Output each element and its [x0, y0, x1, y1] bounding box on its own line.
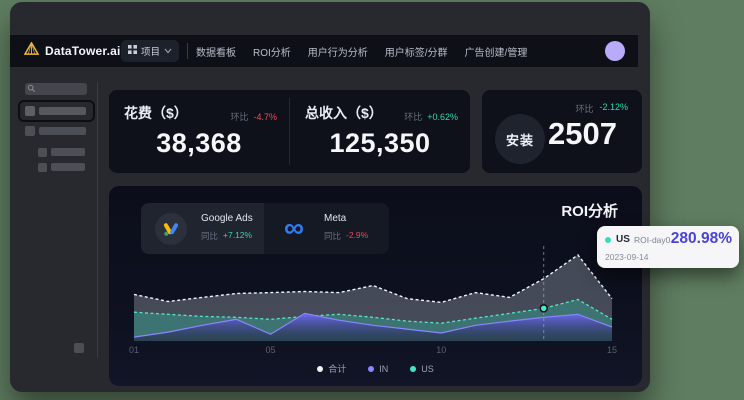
traffic-light-minimize-button[interactable]	[50, 14, 62, 26]
platform-compare-label: 同比	[324, 231, 342, 241]
sidebar-subitem-label-bar[interactable]	[51, 148, 85, 156]
chevron-down-icon	[164, 46, 172, 57]
x-tick-label: 05	[265, 345, 276, 355]
x-tick-label: 10	[436, 345, 447, 355]
sidebar-item-label-bar	[39, 107, 86, 115]
app-name: DataTower.ai	[45, 44, 121, 58]
chart-title: ROI分析	[561, 203, 618, 220]
spend-label: 花费（$）	[124, 105, 188, 121]
nav-item-roi-analysis[interactable]: ROI分析	[253, 47, 291, 59]
platform-compare-label: 同比	[201, 231, 219, 241]
x-axis-labels: 01 05 10 15	[109, 345, 642, 359]
search-icon	[27, 80, 36, 98]
chart-legend: 合计 IN US	[109, 362, 642, 375]
series-line-IN	[133, 312, 613, 338]
platform-name: Google Ads	[201, 213, 253, 224]
sidebar-subitem-label-bar[interactable]	[51, 163, 85, 171]
legend-label: IN	[379, 363, 389, 374]
install-value: 2507	[548, 116, 617, 151]
platform-card-google[interactable]: Google Ads 同比 +7.12%	[141, 203, 264, 254]
roi-chart-card: Google Ads 同比 +7.12% ∞ Meta 同比 -2.9% ROI…	[109, 186, 642, 386]
sidebar-item-label-bar[interactable]	[39, 127, 86, 135]
sidebar-item-icon[interactable]	[25, 126, 35, 136]
nav-item-dashboard[interactable]: 数据看板	[196, 47, 236, 59]
platform-compare-value: +7.12%	[223, 230, 253, 240]
app-logo[interactable]: DataTower.ai	[23, 35, 121, 67]
spend-compare-label: 环比	[230, 112, 249, 122]
tooltip-value: 280.98%	[670, 230, 732, 247]
install-card: 环比 -2.12% 安装 2507	[482, 90, 642, 173]
tooltip-date: 2023-09-14	[605, 252, 649, 262]
legend-dot	[317, 365, 324, 372]
sidebar-item-selected[interactable]	[20, 102, 93, 120]
legend-dot	[410, 365, 417, 372]
roi-chart-svg[interactable]	[109, 186, 642, 386]
revenue-compare-value: +0.62%	[427, 112, 458, 122]
sidebar-search-input[interactable]	[25, 83, 87, 95]
sidebar-collapse-button[interactable]	[74, 343, 84, 353]
legend-dot	[368, 365, 375, 372]
revenue-value: 125,350	[329, 128, 431, 158]
spend-section: 花费（$） 环比 -4.7% 38,368	[109, 90, 289, 173]
x-tick-label: 15	[606, 345, 618, 355]
series-area-IN	[134, 313, 612, 341]
traffic-light-zoom-button[interactable]	[68, 14, 80, 26]
project-selector-label: 项目	[140, 47, 160, 58]
nav-divider	[187, 43, 188, 59]
pyramid-logo-icon	[23, 40, 40, 61]
sidebar-divider	[97, 82, 98, 358]
nav-item-user-tags[interactable]: 用户标签/分群	[384, 47, 448, 59]
nav-item-ad-management[interactable]: 广告创建/管理	[464, 47, 528, 59]
spend-revenue-card: 花费（$） 环比 -4.7% 38,368 总收入（$） 环比 +0.62% 1…	[109, 90, 470, 173]
project-selector-dropdown[interactable]: 项目	[121, 40, 179, 62]
legend-label: US	[421, 363, 434, 374]
grid-icon	[127, 45, 137, 57]
platform-filter-row: Google Ads 同比 +7.12% ∞ Meta 同比 -2.9%	[141, 203, 389, 254]
revenue-label: 总收入（$）	[305, 105, 383, 121]
card-divider	[289, 98, 290, 165]
platform-name: Meta	[324, 213, 347, 224]
platform-card-meta[interactable]: ∞ Meta 同比 -2.9%	[264, 203, 389, 254]
meta-icon: ∞	[284, 212, 304, 243]
install-compare-label: 环比	[575, 104, 594, 114]
tooltip-metric-label: ROI-day0	[634, 235, 671, 245]
revenue-section: 总收入（$） 环比 +0.62% 125,350	[290, 90, 470, 173]
app-window: DataTower.ai 项目 数据看板	[10, 2, 650, 392]
series-line-US	[133, 298, 613, 324]
series-area-合计	[134, 255, 612, 341]
sidebar-subitem-icon[interactable]	[38, 163, 47, 172]
legend-item-in[interactable]: IN	[368, 362, 388, 375]
tooltip-series-dot	[605, 237, 611, 243]
tooltip-series-label: US	[616, 234, 630, 245]
install-badge: 安装	[495, 114, 545, 164]
x-tick-label: 01	[128, 345, 140, 355]
traffic-light-close-button[interactable]	[32, 14, 44, 26]
install-compare-value: -2.12%	[599, 102, 628, 112]
user-avatar[interactable]	[605, 41, 625, 61]
revenue-compare-label: 环比	[404, 112, 423, 122]
platform-compare-value: -2.9%	[346, 230, 369, 240]
legend-label: 合计	[328, 364, 347, 374]
top-navbar: DataTower.ai 项目 数据看板	[10, 35, 638, 67]
sidebar-item-icon	[25, 106, 35, 116]
spend-value: 38,368	[156, 128, 242, 158]
nav-item-user-behavior[interactable]: 用户行为分析	[307, 47, 368, 59]
legend-item-total[interactable]: 合计	[317, 362, 346, 375]
legend-item-us[interactable]: US	[410, 362, 434, 375]
google-ads-icon	[155, 213, 187, 245]
sidebar-subitem-icon[interactable]	[38, 148, 47, 157]
chart-tooltip: US ROI-day0 280.98% 2023-09-14	[597, 226, 739, 268]
nav-menu: 数据看板 ROI分析 用户行为分析 用户标签/分群 广告创建/管理	[196, 35, 527, 67]
hover-point-marker	[539, 304, 548, 313]
spend-compare-value: -4.7%	[253, 112, 277, 122]
series-line-合计	[133, 254, 613, 304]
